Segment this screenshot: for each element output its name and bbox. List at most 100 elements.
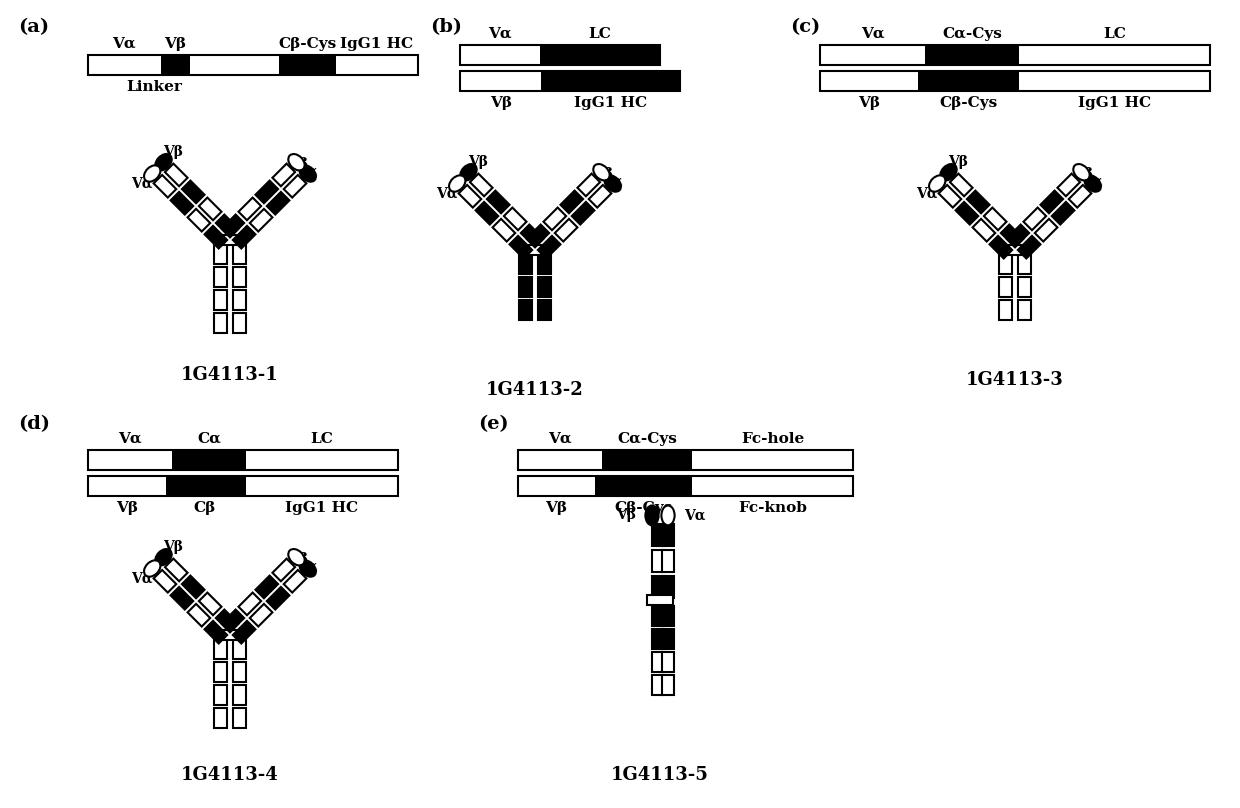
Polygon shape: [578, 174, 600, 196]
Text: Vα: Vα: [295, 165, 317, 179]
Text: IgG1 HC: IgG1 HC: [340, 37, 413, 51]
Polygon shape: [476, 202, 498, 225]
Bar: [662, 675, 675, 695]
Text: Vα: Vα: [1080, 175, 1102, 189]
Polygon shape: [222, 215, 244, 238]
Bar: [692, 476, 853, 496]
Polygon shape: [249, 604, 273, 626]
Bar: [1018, 300, 1030, 320]
Bar: [215, 685, 227, 705]
Polygon shape: [527, 225, 549, 247]
Ellipse shape: [155, 549, 171, 566]
Bar: [88, 55, 418, 75]
Bar: [246, 450, 398, 470]
Bar: [652, 606, 663, 626]
Bar: [518, 476, 595, 496]
Text: (d): (d): [19, 415, 50, 433]
Text: Vβ: Vβ: [164, 145, 184, 159]
Polygon shape: [255, 181, 278, 204]
Polygon shape: [554, 219, 578, 242]
Bar: [217, 630, 243, 640]
Ellipse shape: [661, 506, 675, 525]
Text: Vα: Vα: [861, 27, 884, 41]
Bar: [1018, 254, 1030, 274]
Text: Vα: Vα: [916, 187, 939, 200]
Text: Vβ: Vβ: [164, 541, 184, 554]
Text: Vα: Vα: [436, 187, 458, 200]
Polygon shape: [198, 198, 222, 221]
Bar: [647, 595, 673, 605]
Bar: [999, 300, 1012, 320]
Text: 1G4113-3: 1G4113-3: [966, 371, 1064, 389]
Text: Vβ: Vβ: [546, 501, 568, 515]
Bar: [233, 708, 246, 728]
Ellipse shape: [144, 561, 160, 577]
Bar: [215, 267, 227, 287]
Polygon shape: [165, 164, 187, 187]
Text: (c): (c): [790, 18, 820, 36]
Bar: [652, 675, 663, 695]
Text: IgG1 HC: IgG1 HC: [574, 96, 647, 110]
Bar: [652, 629, 663, 649]
Bar: [918, 71, 1019, 91]
Polygon shape: [216, 215, 238, 238]
Text: Vβ: Vβ: [115, 501, 138, 515]
Bar: [652, 652, 663, 672]
Bar: [652, 576, 663, 598]
Polygon shape: [284, 175, 306, 198]
Ellipse shape: [593, 164, 610, 180]
Polygon shape: [205, 226, 227, 249]
Polygon shape: [238, 198, 262, 221]
Text: (a): (a): [19, 18, 50, 36]
Text: Vα: Vα: [489, 27, 512, 41]
Bar: [233, 662, 246, 682]
Text: 1G4113-1: 1G4113-1: [181, 366, 279, 384]
Text: Linker: Linker: [126, 80, 182, 94]
Bar: [518, 450, 853, 470]
Ellipse shape: [449, 175, 465, 191]
Bar: [999, 277, 1012, 297]
Text: IgG1 HC: IgG1 HC: [1078, 96, 1151, 110]
Text: Vα: Vα: [131, 176, 153, 191]
Polygon shape: [459, 185, 481, 208]
Bar: [233, 290, 246, 310]
Ellipse shape: [460, 164, 476, 180]
Bar: [88, 450, 398, 470]
Bar: [233, 685, 246, 705]
Bar: [460, 45, 539, 65]
Bar: [1019, 45, 1210, 65]
Bar: [520, 300, 532, 320]
Bar: [215, 313, 227, 333]
Polygon shape: [187, 604, 211, 626]
Bar: [538, 300, 551, 320]
Bar: [595, 476, 692, 496]
Polygon shape: [182, 575, 205, 598]
Bar: [190, 55, 279, 75]
Bar: [662, 629, 675, 649]
Bar: [217, 235, 243, 245]
Text: Vβ: Vβ: [469, 155, 489, 170]
Polygon shape: [238, 592, 262, 615]
Bar: [88, 55, 161, 75]
Bar: [1018, 277, 1030, 297]
Polygon shape: [538, 236, 560, 259]
Bar: [925, 45, 1019, 65]
Polygon shape: [1069, 185, 1091, 208]
Polygon shape: [521, 225, 543, 247]
Text: Vα: Vα: [548, 432, 572, 446]
Text: Vβ: Vβ: [593, 166, 613, 181]
Bar: [233, 267, 246, 287]
Bar: [538, 254, 551, 274]
Bar: [233, 244, 246, 264]
Polygon shape: [1018, 236, 1040, 259]
Text: (b): (b): [430, 18, 463, 36]
Bar: [692, 450, 853, 470]
Polygon shape: [939, 185, 961, 208]
Text: Cβ-Cys: Cβ-Cys: [939, 96, 997, 110]
Polygon shape: [233, 226, 255, 249]
Text: Vβ: Vβ: [1073, 166, 1092, 181]
Bar: [662, 576, 675, 598]
Bar: [336, 55, 418, 75]
Ellipse shape: [605, 175, 621, 191]
Bar: [165, 476, 246, 496]
